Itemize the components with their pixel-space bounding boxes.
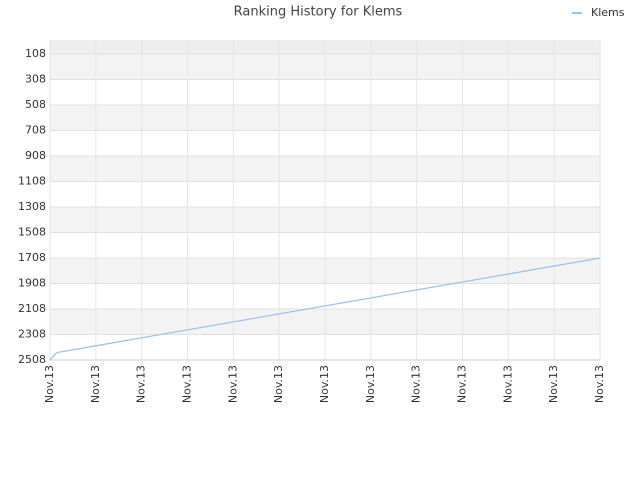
x-tick-label: Nov.13 <box>181 365 194 403</box>
y-tick-label: 708 <box>25 124 46 137</box>
y-tick-label: 1908 <box>18 277 46 290</box>
x-tick-label: Nov.13 <box>226 365 239 403</box>
x-tick-label: Nov.13 <box>547 365 560 403</box>
y-tick-label: 2508 <box>18 353 46 366</box>
series-line <box>49 257 601 361</box>
y-tick-label: 308 <box>25 73 46 86</box>
x-tick-label: Nov.13 <box>456 365 469 403</box>
x-tick-label: Nov.13 <box>364 365 377 403</box>
y-tick-label: 1308 <box>18 200 46 213</box>
y-tick-label: 1108 <box>18 175 46 188</box>
y-tick-label: 2108 <box>18 302 46 315</box>
y-tick-label: 1508 <box>18 226 46 239</box>
x-tick-label: Nov.13 <box>593 365 606 403</box>
chart-title: Ranking History for Klems <box>234 5 403 20</box>
x-tick-label: Nov.13 <box>43 365 56 403</box>
x-tick-label: Nov.13 <box>135 365 148 403</box>
y-tick-label: 1708 <box>18 251 46 264</box>
y-tick-label: 508 <box>25 98 46 111</box>
y-tick-label: 2308 <box>18 328 46 341</box>
y-tick-label: 908 <box>25 149 46 162</box>
x-tick-label: Nov.13 <box>89 365 102 403</box>
x-tick-label: Nov.13 <box>318 365 331 403</box>
x-tick-label: Nov.13 <box>272 365 285 403</box>
x-tick-label: Nov.13 <box>410 365 423 403</box>
legend-label: Klems <box>591 6 625 19</box>
x-tick-label: Nov.13 <box>501 365 514 403</box>
y-tick-label: 108 <box>25 47 46 60</box>
